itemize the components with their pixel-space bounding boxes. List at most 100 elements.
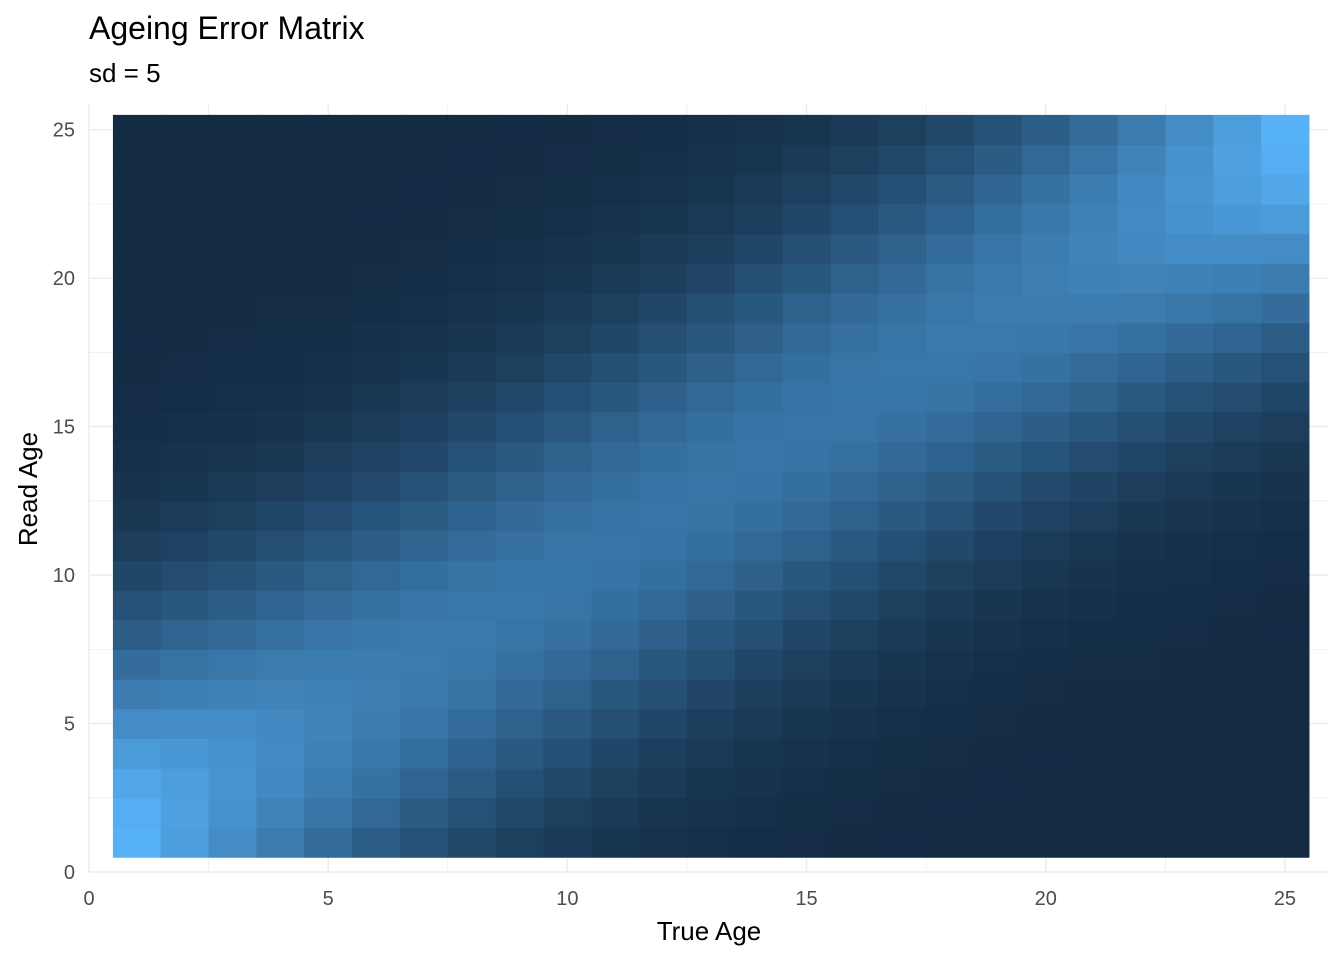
heatmap-cell <box>543 441 592 472</box>
heatmap-cell <box>830 589 879 621</box>
heatmap-cell <box>112 471 162 502</box>
heatmap-cell <box>1165 263 1214 294</box>
chart-subtitle: sd = 5 <box>89 58 161 88</box>
heatmap-cell <box>495 293 545 324</box>
heatmap-cell <box>495 589 545 621</box>
heatmap-cell <box>591 560 640 591</box>
heatmap-cell <box>878 174 927 205</box>
y-tick-label: 5 <box>64 714 75 736</box>
heatmap-cell <box>1213 768 1262 799</box>
heatmap-cell <box>926 174 975 205</box>
heatmap-cell <box>447 322 497 354</box>
heatmap-cell <box>1117 114 1166 146</box>
heatmap-cell <box>399 382 449 413</box>
heatmap-cell <box>543 322 592 354</box>
heatmap-cell <box>926 560 975 591</box>
heatmap-cell <box>352 500 401 532</box>
heatmap-cell <box>974 263 1023 294</box>
heatmap-cell <box>878 203 927 235</box>
heatmap-cell <box>1117 530 1166 561</box>
heatmap-cell <box>639 114 688 146</box>
heatmap-cell <box>304 174 353 205</box>
heatmap-cell <box>830 797 879 829</box>
heatmap-cell <box>1261 471 1310 502</box>
heatmap-cell <box>782 174 832 205</box>
heatmap-cell <box>304 263 353 294</box>
heatmap-cell <box>208 411 258 443</box>
heatmap-cell <box>495 114 545 146</box>
heatmap-cell <box>304 144 353 175</box>
heatmap-cell <box>543 797 592 829</box>
heatmap-cell <box>686 382 736 413</box>
heatmap-cell <box>734 322 784 354</box>
heatmap-cell <box>1165 738 1214 769</box>
heatmap-cell <box>1165 589 1214 621</box>
heatmap-cell <box>686 679 736 710</box>
heatmap-cell <box>1117 322 1166 354</box>
heatmap-cell <box>1165 500 1214 532</box>
heatmap-cell <box>304 649 353 680</box>
heatmap-cell <box>878 471 927 502</box>
heatmap-cell <box>974 530 1023 561</box>
heatmap-cell <box>352 827 401 858</box>
heatmap-cell <box>256 322 305 354</box>
heatmap-cell <box>591 471 640 502</box>
x-axis-ticks: 0 5 10 15 20 25 <box>83 888 1296 910</box>
heatmap-cell <box>304 619 353 650</box>
heatmap-cell <box>1165 233 1214 264</box>
heatmap-cell <box>830 679 879 710</box>
heatmap-cell <box>256 471 305 502</box>
heatmap-cell <box>352 382 401 413</box>
heatmap-cell <box>639 827 688 858</box>
x-tick-label: 25 <box>1274 888 1296 910</box>
heatmap-cell <box>591 768 640 799</box>
heatmap-cell <box>495 530 545 561</box>
heatmap-cell <box>495 203 545 235</box>
heatmap-cell <box>399 619 449 650</box>
heatmap-cell <box>1021 233 1071 264</box>
heatmap-cell <box>591 293 640 324</box>
heatmap-cell <box>304 768 353 799</box>
heatmap-cell <box>639 411 688 443</box>
heatmap-cell <box>304 738 353 769</box>
heatmap-cell <box>543 382 592 413</box>
heatmap-cell <box>399 263 449 294</box>
heatmap-cell <box>1213 352 1262 383</box>
heatmap-cell <box>974 293 1023 324</box>
heatmap-cell <box>160 708 210 739</box>
heatmap-cell <box>926 500 975 532</box>
heatmap-cell <box>782 589 832 621</box>
heatmap-cell <box>686 322 736 354</box>
heatmap-cell <box>352 589 401 621</box>
heatmap-cell <box>256 441 305 472</box>
heatmap-cell <box>974 411 1023 443</box>
heatmap-cell <box>495 233 545 264</box>
heatmap-cell <box>304 233 353 264</box>
heatmap-cell <box>160 411 210 443</box>
heatmap-cell <box>1069 352 1119 383</box>
heatmap-cell <box>543 411 592 443</box>
heatmap-cell <box>591 708 640 739</box>
heatmap-cell <box>591 500 640 532</box>
heatmap-cell <box>1165 649 1214 680</box>
heatmap-cell <box>352 233 401 264</box>
heatmap-cell <box>686 293 736 324</box>
heatmap-cell <box>1261 708 1310 739</box>
heatmap-cell <box>256 589 305 621</box>
heatmap-cell <box>112 679 162 710</box>
heatmap-cell <box>160 679 210 710</box>
heatmap-cell <box>782 203 832 235</box>
heatmap-cell <box>878 827 927 858</box>
heatmap-cell <box>208 768 258 799</box>
heatmap-cell <box>591 263 640 294</box>
heatmap-cell <box>686 114 736 146</box>
heatmap-cell <box>878 649 927 680</box>
heatmap-cell <box>830 500 879 532</box>
heatmap-cell <box>1069 589 1119 621</box>
heatmap-cell <box>830 827 879 858</box>
heatmap-cell <box>974 560 1023 591</box>
heatmap-cell <box>208 352 258 383</box>
heatmap-cell <box>926 352 975 383</box>
heatmap-cell <box>543 352 592 383</box>
heatmap-cell <box>399 114 449 146</box>
